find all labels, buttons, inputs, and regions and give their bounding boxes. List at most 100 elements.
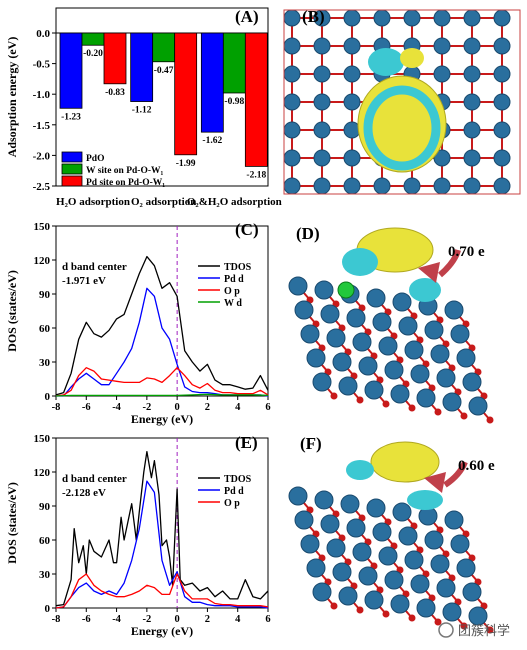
isosurface-cyan	[342, 248, 378, 276]
pd-atom	[364, 590, 384, 610]
pd-atom	[343, 93, 361, 111]
pd-atom	[462, 372, 482, 392]
panel-f-tag: (F)	[300, 434, 322, 453]
panel-d: 0.70 e (D)	[288, 224, 494, 424]
y-tick-label: -1.5	[33, 120, 51, 132]
pd-atom	[403, 177, 421, 195]
pd-atom	[493, 177, 511, 195]
pd-atom	[343, 9, 361, 27]
legend-label: O p	[224, 498, 240, 509]
pd-atom	[433, 9, 451, 27]
o-atom	[460, 412, 468, 420]
pd-atom	[456, 348, 476, 368]
pd-atom	[378, 336, 398, 356]
category-label: O₂&H₂O adsorption	[187, 196, 282, 208]
charge-arrow-icon	[438, 249, 461, 278]
bar	[200, 32, 224, 133]
w-atom	[337, 281, 355, 299]
legend-label: W d	[224, 298, 242, 309]
pd-atom	[346, 308, 366, 328]
y-tick-label: 120	[34, 255, 51, 267]
o-atom	[330, 602, 338, 610]
bar	[59, 32, 83, 109]
annotation-line-2: -2.128 eV	[62, 487, 106, 499]
o-atom	[486, 416, 494, 424]
watermark: 团簇科学	[438, 622, 510, 639]
y-tick-label: -2.0	[33, 150, 51, 162]
pd-atom	[468, 606, 488, 626]
pd-atom	[392, 292, 412, 312]
pd-atom	[372, 312, 392, 332]
panel-f-charge-isosurface	[346, 441, 443, 510]
annotation-line-1: d band center	[62, 473, 127, 485]
pd-atom	[366, 498, 386, 518]
panel-c: 0 30 60 90 120 150 -8 -6 -4 -2 0 2 4 6 Energy (eV) DOS …	[5, 220, 271, 426]
pd-atom	[372, 522, 392, 542]
o-atom	[408, 404, 416, 412]
pd-atom	[294, 300, 314, 320]
pd-atom	[306, 348, 326, 368]
pd-atom	[306, 558, 326, 578]
bar-value-label: -1.23	[61, 112, 81, 122]
x-tick-label: 4	[235, 402, 241, 413]
pd-atom	[366, 288, 386, 308]
pd-atom	[463, 177, 481, 195]
pd-atom	[320, 304, 340, 324]
x-tick-label: -4	[112, 614, 121, 625]
isosurface-cyan	[346, 460, 374, 480]
y-tick-label: 90	[39, 501, 51, 513]
pd-atom	[433, 149, 451, 167]
category-label: O₂ adsorption	[131, 196, 196, 208]
pd-atom	[404, 550, 424, 570]
y-tick-label: 90	[39, 289, 51, 301]
pd-atom	[312, 582, 332, 602]
pd-atom	[300, 324, 320, 344]
panel-d-charge: 0.70 e	[448, 244, 485, 260]
panel-f-slab	[288, 486, 494, 634]
pd-atom	[410, 574, 430, 594]
isosurface-cyan-2	[409, 278, 441, 302]
pd-atom	[493, 9, 511, 27]
pd-atom	[313, 121, 331, 139]
pd-atom	[364, 380, 384, 400]
pd-atom	[493, 93, 511, 111]
pd-atom	[392, 502, 412, 522]
pd-atom	[424, 530, 444, 550]
pd-atom	[352, 332, 372, 352]
y-axis-label: DOS (states/eV)	[5, 270, 19, 352]
x-tick-label: 0	[175, 402, 180, 413]
x-tick-label: 6	[265, 614, 270, 625]
pd-atom	[313, 93, 331, 111]
bar-value-label: -1.62	[202, 136, 222, 146]
pd-atom	[450, 324, 470, 344]
pd-atom	[436, 578, 456, 598]
pd-atom	[313, 37, 331, 55]
panel-b: (B)	[282, 7, 522, 196]
isosurface-yellow-small	[400, 48, 424, 68]
pd-atom	[463, 93, 481, 111]
pd-atom	[300, 534, 320, 554]
pd-atom	[373, 177, 391, 195]
pd-atom	[442, 392, 462, 412]
pd-atom	[320, 514, 340, 534]
pd-atom	[346, 518, 366, 538]
o-atom	[330, 392, 338, 400]
legend-swatch	[61, 151, 83, 163]
pd-atom	[430, 344, 450, 364]
pd-atom	[424, 320, 444, 340]
y-tick-label: 150	[34, 433, 51, 445]
o-atom	[356, 606, 364, 614]
x-tick-label: 0	[175, 614, 180, 625]
o-atom	[382, 400, 390, 408]
series-line	[55, 255, 269, 396]
legend-label: Pd d	[224, 486, 244, 497]
annotation-line-1: d band center	[62, 261, 127, 273]
watermark-text: 团簇科学	[458, 623, 510, 639]
legend-label: W site on Pd-O-W₁	[86, 166, 164, 176]
pd-atom	[398, 316, 418, 336]
x-axis-label: Energy (eV)	[131, 412, 193, 426]
pd-atom	[340, 494, 360, 514]
y-tick-label: 0	[45, 391, 51, 403]
bar	[152, 32, 176, 63]
cell-boundary	[283, 9, 521, 195]
